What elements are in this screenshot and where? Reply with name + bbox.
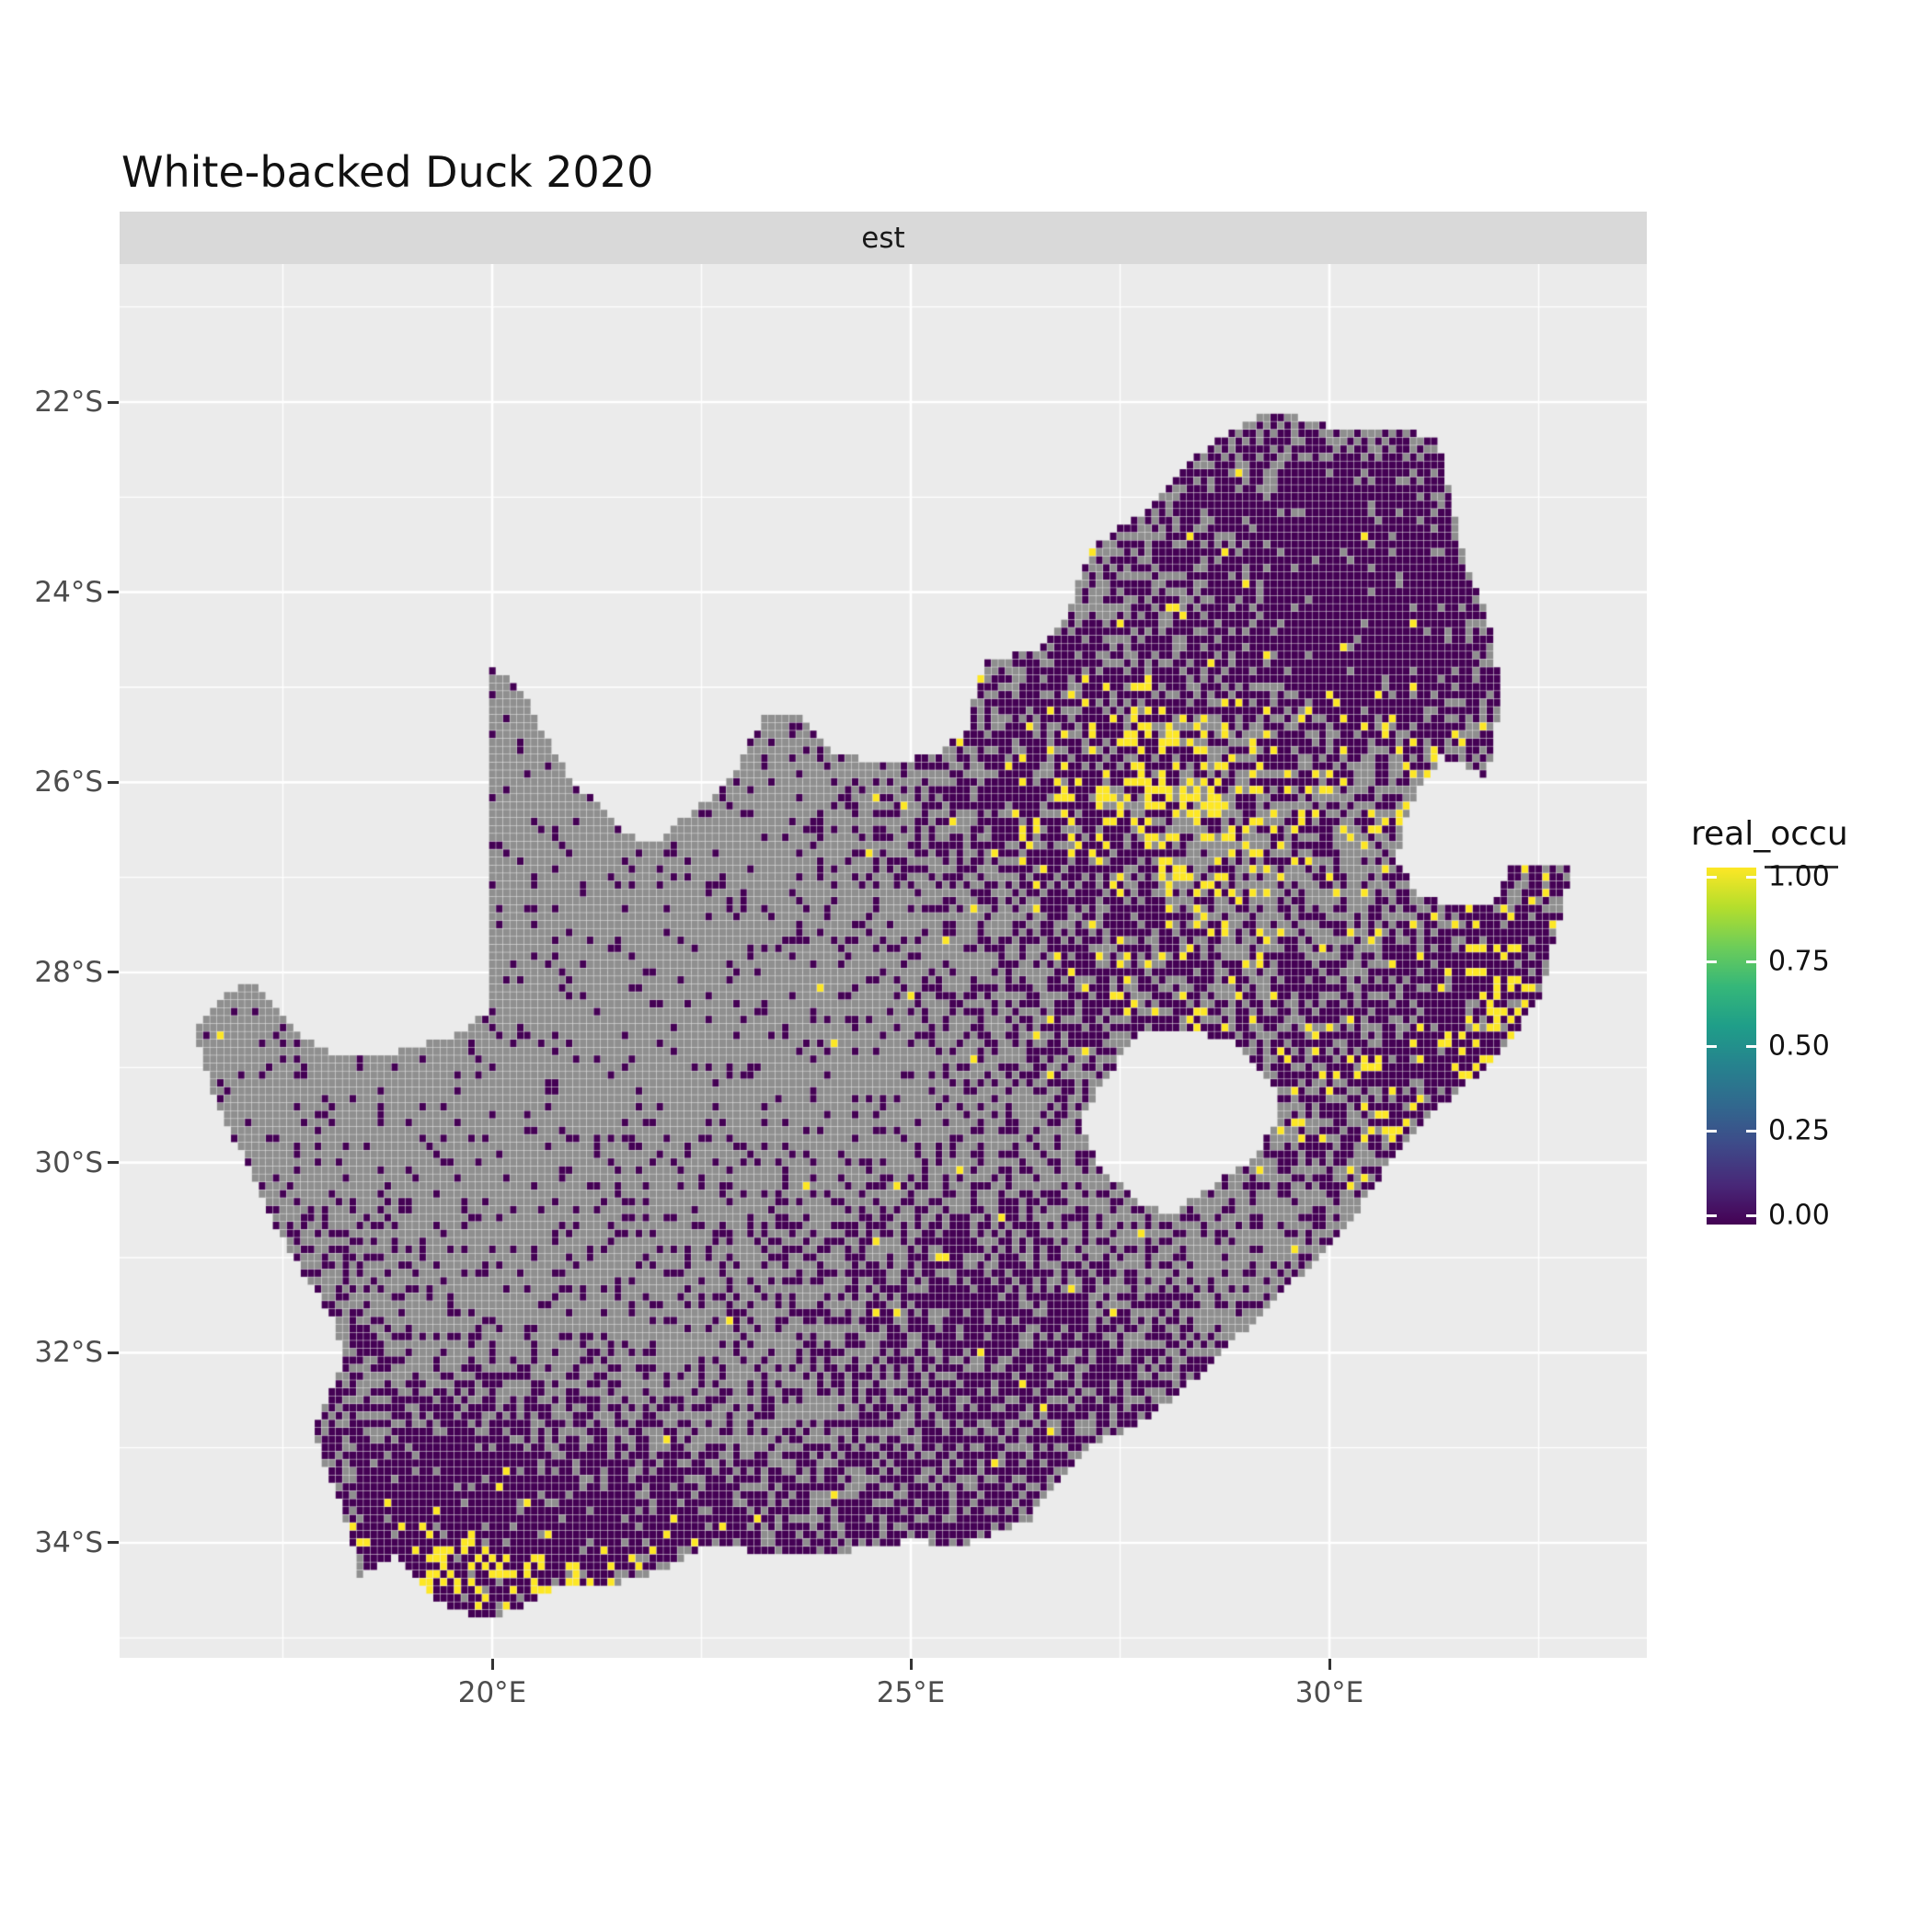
legend-tick-label: 0.00: [1768, 1199, 1830, 1232]
y-tick-mark: [108, 1541, 119, 1545]
legend-tick-label: 0.25: [1768, 1114, 1830, 1147]
x-tick-label: 25°E: [876, 1676, 946, 1709]
y-tick-label: 34°S: [34, 1525, 103, 1559]
y-tick-label: 32°S: [34, 1336, 103, 1370]
x-tick-mark: [490, 1659, 494, 1670]
legend-tick-mark: [1746, 1044, 1756, 1048]
legend-tick-mark: [1746, 875, 1756, 879]
y-tick-mark: [108, 400, 119, 404]
legend-title: real_occu: [1691, 815, 1848, 853]
legend-tick-mark: [1707, 1213, 1717, 1217]
y-tick-mark: [108, 591, 119, 594]
y-tick-label: 30°S: [34, 1145, 103, 1179]
y-tick-label: 22°S: [34, 385, 103, 419]
legend-tick-mark: [1707, 875, 1717, 879]
legend-tick-label: 0.75: [1768, 945, 1830, 978]
legend-tick-mark: [1746, 960, 1756, 963]
plot-title: White-backed Duck 2020: [121, 147, 654, 197]
x-tick-mark: [1328, 1659, 1331, 1670]
legend-tick-mark: [1707, 1129, 1717, 1133]
map-panel: [120, 264, 1647, 1658]
legend-tick-mark: [1707, 960, 1717, 963]
x-tick-mark: [909, 1659, 913, 1670]
facet-strip: est: [120, 212, 1647, 264]
x-tick-label: 20°E: [457, 1676, 527, 1709]
legend-top-tick: [1765, 866, 1838, 868]
legend-tick-mark: [1746, 1129, 1756, 1133]
legend-tick-label: 0.50: [1768, 1029, 1830, 1063]
y-tick-label: 28°S: [34, 955, 103, 989]
facet-label: est: [861, 221, 905, 255]
legend-tick-label: 1.00: [1768, 860, 1830, 893]
legend-tick-mark: [1707, 1044, 1717, 1048]
y-tick-label: 26°S: [34, 765, 103, 799]
y-tick-label: 24°S: [34, 575, 103, 609]
y-tick-mark: [108, 1161, 119, 1165]
legend-tick-mark: [1746, 1213, 1756, 1217]
y-tick-mark: [108, 1351, 119, 1354]
y-tick-mark: [108, 780, 119, 784]
x-tick-label: 30°E: [1294, 1676, 1364, 1709]
y-tick-mark: [108, 971, 119, 974]
